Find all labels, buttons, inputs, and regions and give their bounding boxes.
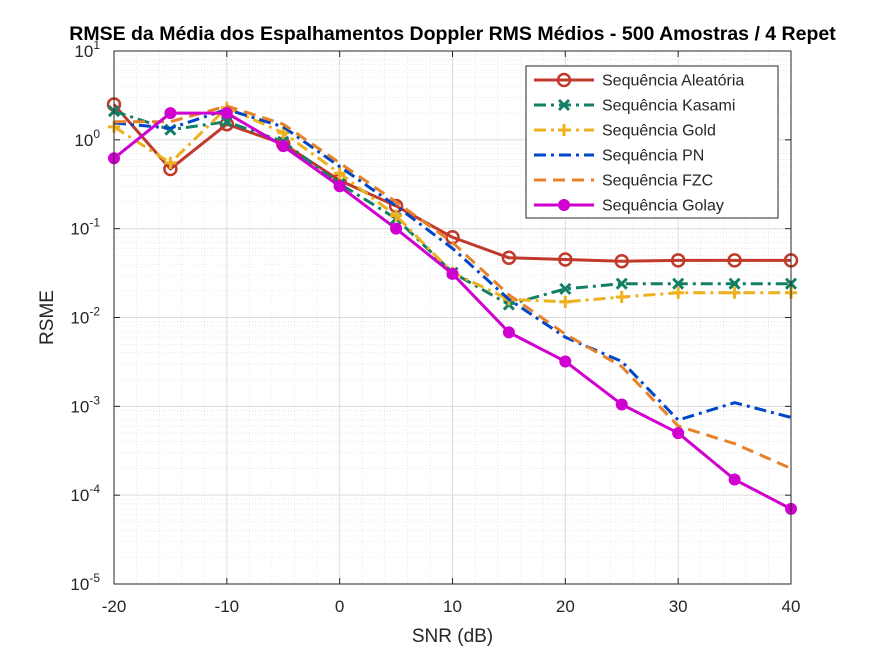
data-point bbox=[390, 222, 403, 235]
data-point bbox=[501, 250, 517, 266]
x-tick-label: 40 bbox=[782, 597, 801, 616]
data-point bbox=[333, 180, 346, 193]
x-tick-label: 20 bbox=[556, 597, 575, 616]
legend-entry: Sequência FZC bbox=[534, 173, 713, 190]
series-line bbox=[113, 107, 792, 422]
data-point bbox=[728, 277, 741, 290]
data-point bbox=[220, 107, 233, 120]
legend-label: Sequência Golay bbox=[602, 198, 724, 215]
data-point bbox=[390, 209, 403, 222]
legend-label: Sequência PN bbox=[602, 148, 704, 165]
legend: Sequência Aleatória Sequência Kasami Sequê… bbox=[525, 65, 779, 219]
data-point bbox=[502, 326, 515, 339]
chart-title: RMSE da Média dos Espalhamentos Doppler … bbox=[69, 23, 836, 45]
data-point bbox=[672, 286, 685, 299]
data-point bbox=[164, 156, 177, 169]
data-point bbox=[615, 277, 628, 290]
data-point bbox=[558, 124, 570, 136]
data-point bbox=[728, 286, 741, 299]
x-tick-label: 10 bbox=[443, 597, 462, 616]
x-tick-label: 30 bbox=[669, 597, 688, 616]
y-tick-label: 10-4 bbox=[70, 482, 100, 505]
legend-entry: Sequência Gold bbox=[534, 123, 716, 140]
y-tick-label: 100 bbox=[74, 127, 100, 150]
data-point bbox=[164, 107, 177, 120]
legend-entry: Sequência Kasami bbox=[534, 98, 735, 115]
series-3 bbox=[113, 107, 792, 422]
data-point bbox=[559, 282, 572, 295]
data-point bbox=[559, 355, 572, 368]
legend-label: Sequência Aleatória bbox=[602, 73, 744, 90]
data-point bbox=[333, 167, 346, 180]
data-point bbox=[615, 398, 628, 411]
series-line bbox=[114, 104, 792, 470]
series-layer bbox=[106, 97, 799, 515]
data-point bbox=[614, 253, 629, 269]
axes bbox=[113, 50, 792, 585]
legend-label: Sequência Gold bbox=[602, 123, 716, 140]
legend-entry: Sequência PN bbox=[534, 148, 704, 165]
y-axis-label: RSME bbox=[37, 290, 58, 345]
data-point bbox=[672, 427, 685, 440]
x-axis-label: SNR (dB) bbox=[412, 626, 493, 647]
series-line bbox=[112, 103, 791, 263]
data-point bbox=[557, 98, 571, 112]
data-point bbox=[277, 126, 290, 139]
data-point bbox=[558, 199, 570, 211]
legend-entry: Sequência Golay bbox=[534, 198, 724, 215]
y-tick-label: 10-3 bbox=[70, 393, 100, 416]
legend-box bbox=[525, 65, 779, 219]
y-tick-label: 101 bbox=[74, 38, 100, 61]
y-tick-label: 10-5 bbox=[70, 571, 100, 594]
x-tick-label: 0 bbox=[335, 597, 344, 616]
data-point bbox=[559, 295, 572, 308]
y-tick-label: 10-2 bbox=[70, 305, 100, 328]
data-point bbox=[558, 252, 573, 267]
data-point bbox=[670, 253, 686, 268]
data-point bbox=[277, 140, 290, 153]
series-5 bbox=[108, 107, 797, 515]
data-point bbox=[615, 291, 628, 304]
data-point bbox=[727, 253, 742, 268]
x-tick-label: -20 bbox=[102, 597, 127, 616]
data-point bbox=[672, 277, 685, 290]
data-point bbox=[728, 473, 741, 486]
legend-entry: Sequência Aleatória bbox=[534, 73, 744, 90]
y-tick-label: 10-1 bbox=[70, 216, 100, 239]
legend-label: Sequência FZC bbox=[602, 173, 713, 190]
data-point bbox=[556, 72, 572, 88]
series-4 bbox=[114, 104, 792, 470]
data-point bbox=[446, 267, 459, 280]
x-tick-label: -10 bbox=[215, 597, 240, 616]
tick-labels: -20 -10 0 10 20 30 40 10-5 10-4 10-3 10-2 10-1 100 10… bbox=[70, 38, 800, 616]
data-point bbox=[220, 115, 233, 128]
legend-label: Sequência Kasami bbox=[602, 98, 735, 115]
